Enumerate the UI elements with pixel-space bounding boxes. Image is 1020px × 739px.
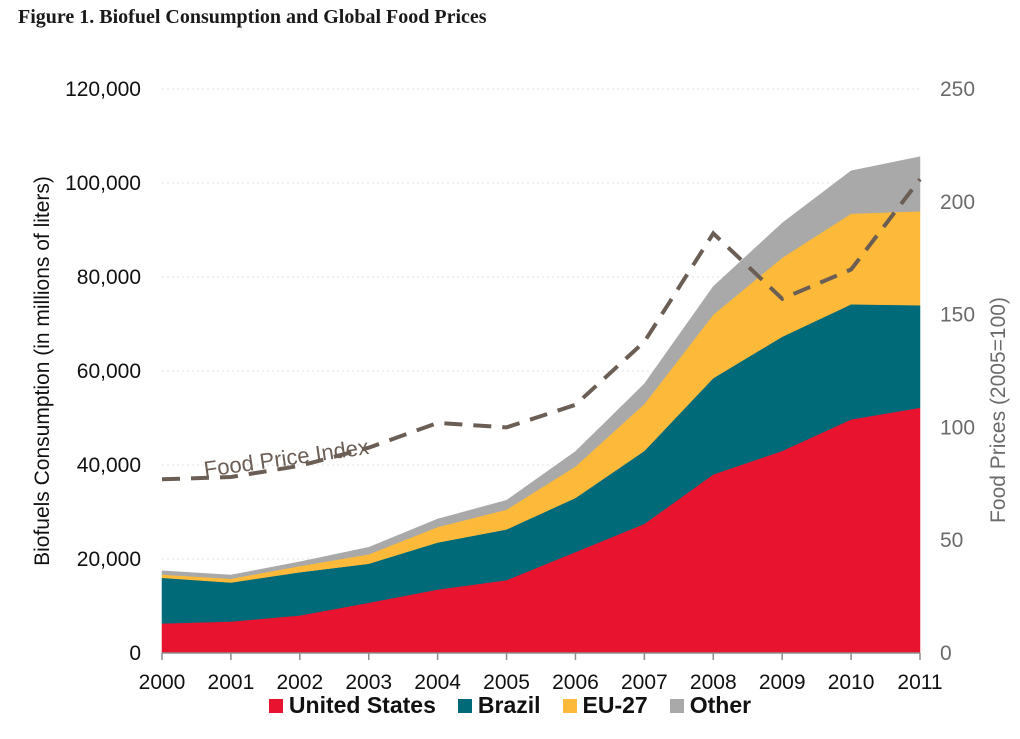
legend-label: EU-27 — [582, 692, 648, 718]
y-tick-label: 120,000 — [65, 78, 141, 101]
x-tick-label: 2011 — [897, 671, 942, 692]
x-tick-label: 2009 — [759, 671, 806, 692]
legend-swatch — [457, 698, 472, 713]
food-price-line — [161, 177, 922, 482]
x-tick-label: 2004 — [414, 671, 461, 692]
x-tick-label: 2001 — [208, 671, 255, 692]
y-tick-label: 0 — [129, 642, 141, 665]
x-tick-label: 2006 — [552, 671, 599, 692]
legend-label: Brazil — [477, 692, 541, 718]
food-price-index-line — [161, 177, 922, 482]
y-tick-label: 100,000 — [65, 172, 141, 195]
x-tick-label: 2003 — [345, 671, 392, 692]
y2-tick-label: 0 — [940, 642, 952, 665]
legend-label: Other — [689, 692, 752, 718]
legend-swatch — [268, 698, 283, 713]
x-tick-label: 2000 — [139, 671, 186, 692]
y2-tick-label: 100 — [940, 416, 975, 439]
legend-item-united-states: United States — [268, 692, 436, 719]
x-tick-label: 2005 — [483, 671, 530, 692]
y2-tick-label: 250 — [940, 78, 975, 101]
stacked-areas — [161, 156, 921, 654]
legend-swatch — [669, 698, 684, 713]
y2-axis-title: Food Prices (2005=100) — [987, 297, 1010, 523]
biofuel-food-price-chart: 0 20,000 40,000 60,000 80,000 100,000 120,000 0… — [31, 78, 1010, 692]
y-axis-title: Biofuels Consumption (in millions of lit… — [31, 176, 54, 566]
legend-item-other: Other — [669, 692, 752, 719]
x-tick-label: 2002 — [276, 671, 323, 692]
y-tick-label: 60,000 — [77, 360, 141, 383]
x-tick-label: 2008 — [690, 671, 737, 692]
y-tick-label: 80,000 — [77, 266, 141, 289]
legend-swatch — [562, 698, 577, 713]
y-tick-label: 40,000 — [77, 454, 141, 477]
x-tick-label: 2007 — [621, 671, 668, 692]
legend: United States Brazil EU-27 Other — [0, 692, 1020, 719]
legend-item-eu-27: EU-27 — [562, 692, 648, 719]
x-tick-label: 2010 — [828, 671, 875, 692]
y2-tick-label: 200 — [940, 191, 975, 214]
food-price-index-annotation: Food Price Index — [202, 434, 370, 482]
y2-tick-label: 50 — [940, 529, 963, 552]
legend-label: United States — [288, 692, 436, 718]
area-other — [161, 156, 921, 579]
axes — [161, 652, 921, 660]
y2-tick-label: 150 — [940, 304, 975, 327]
legend-item-brazil: Brazil — [457, 692, 541, 719]
y-tick-label: 20,000 — [77, 548, 141, 571]
figure-title: Figure 1. Biofuel Consumption and Global… — [18, 6, 487, 28]
labels: 0 20,000 40,000 60,000 80,000 100,000 120,000 0… — [31, 78, 1010, 692]
